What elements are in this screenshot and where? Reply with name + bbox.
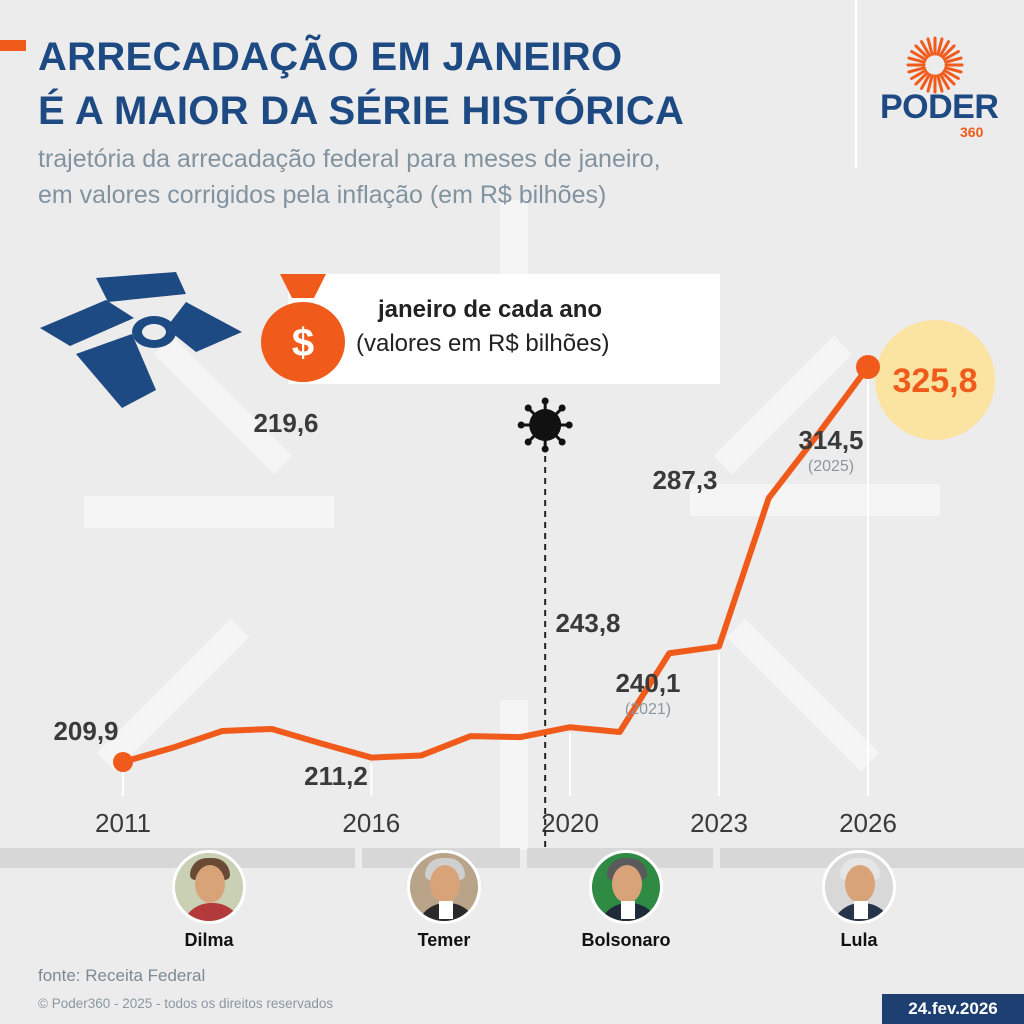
data-label: 325,8 <box>892 362 977 400</box>
page-subtitle: trajetória da arrecadação federal para m… <box>38 141 661 213</box>
x-tick-label: 2020 <box>541 808 599 838</box>
svg-text:$: $ <box>292 321 314 365</box>
logo-shape <box>76 334 156 408</box>
title-line-1: ARRECADAÇÃO EM JANEIRO <box>38 35 623 79</box>
bg-ray <box>84 496 334 528</box>
logo-shape <box>142 324 166 340</box>
president-name: Temer <box>417 930 471 950</box>
president-name: Bolsonaro <box>581 930 671 950</box>
page-title: ARRECADAÇÃO EM JANEIRO É A MAIOR DA SÉRI… <box>38 30 684 138</box>
avatar <box>407 850 481 924</box>
header-divider <box>855 0 857 168</box>
data-point-start <box>113 752 133 772</box>
x-tick-label: 2011 <box>95 808 151 838</box>
poder360-logo: PODER 360 <box>870 36 1000 140</box>
receita-federal-logo <box>40 272 242 408</box>
data-label: 243,8 <box>555 608 620 638</box>
president-name: Dilma <box>184 930 234 950</box>
logo-wordmark: PODER <box>880 88 999 126</box>
bg-ray <box>153 335 293 475</box>
accent-bar <box>0 40 26 51</box>
bg-ray <box>713 335 853 475</box>
president-temer: Temer <box>374 850 514 951</box>
data-label: 314,5 <box>798 425 863 455</box>
subtitle-line-1: trajetória da arrecadação federal para m… <box>38 145 661 173</box>
logo-number: 360 <box>960 124 984 140</box>
avatar <box>822 850 896 924</box>
data-sublabel: (2021) <box>625 701 671 718</box>
logo-shape <box>96 272 186 302</box>
bg-ray <box>96 618 250 772</box>
highlight-halo <box>875 320 995 440</box>
bg-ray <box>500 700 528 850</box>
data-label: 211,2 <box>304 761 368 791</box>
data-label: 240,1 <box>615 668 680 698</box>
x-tick-label: 2016 <box>342 808 400 838</box>
president-dilma: Dilma <box>139 850 279 951</box>
data-label: 219,6 <box>253 408 318 438</box>
bg-ray <box>726 618 880 772</box>
source-note: fonte: Receita Federal <box>38 966 206 985</box>
legend-title: janeiro de cada ano <box>378 296 603 323</box>
data-label: 287,3 <box>652 465 717 495</box>
publication-date: 24.fev.2026 <box>882 994 1024 1024</box>
x-tick-label: 2026 <box>839 808 897 838</box>
legend-box <box>288 274 720 384</box>
president-name: Lula <box>840 930 878 950</box>
copyright-note: © Poder360 - 2025 - todos os direitos re… <box>38 996 334 1011</box>
virus-icon <box>517 397 573 453</box>
president-lula: Lula <box>789 850 929 951</box>
money-bag-icon: $ <box>261 274 345 382</box>
avatar <box>172 850 246 924</box>
sun-rays-icon <box>906 36 964 94</box>
data-sublabel: (2025) <box>808 458 854 475</box>
x-tick-label: 2023 <box>690 808 748 838</box>
series-line <box>120 364 871 765</box>
president-bolsonaro: Bolsonaro <box>556 850 696 951</box>
legend-subtitle: (valores em R$ bilhões) <box>356 330 610 357</box>
avatar <box>589 850 663 924</box>
logo-shape <box>40 300 134 346</box>
title-line-2: É A MAIOR DA SÉRIE HISTÓRICA <box>38 89 685 133</box>
bg-ray <box>690 484 940 516</box>
subtitle-line-2: em valores corrigidos pela inflação (em … <box>38 181 607 209</box>
data-label: 209,9 <box>53 716 118 746</box>
data-point-end <box>856 355 880 379</box>
logo-shape <box>166 302 242 352</box>
